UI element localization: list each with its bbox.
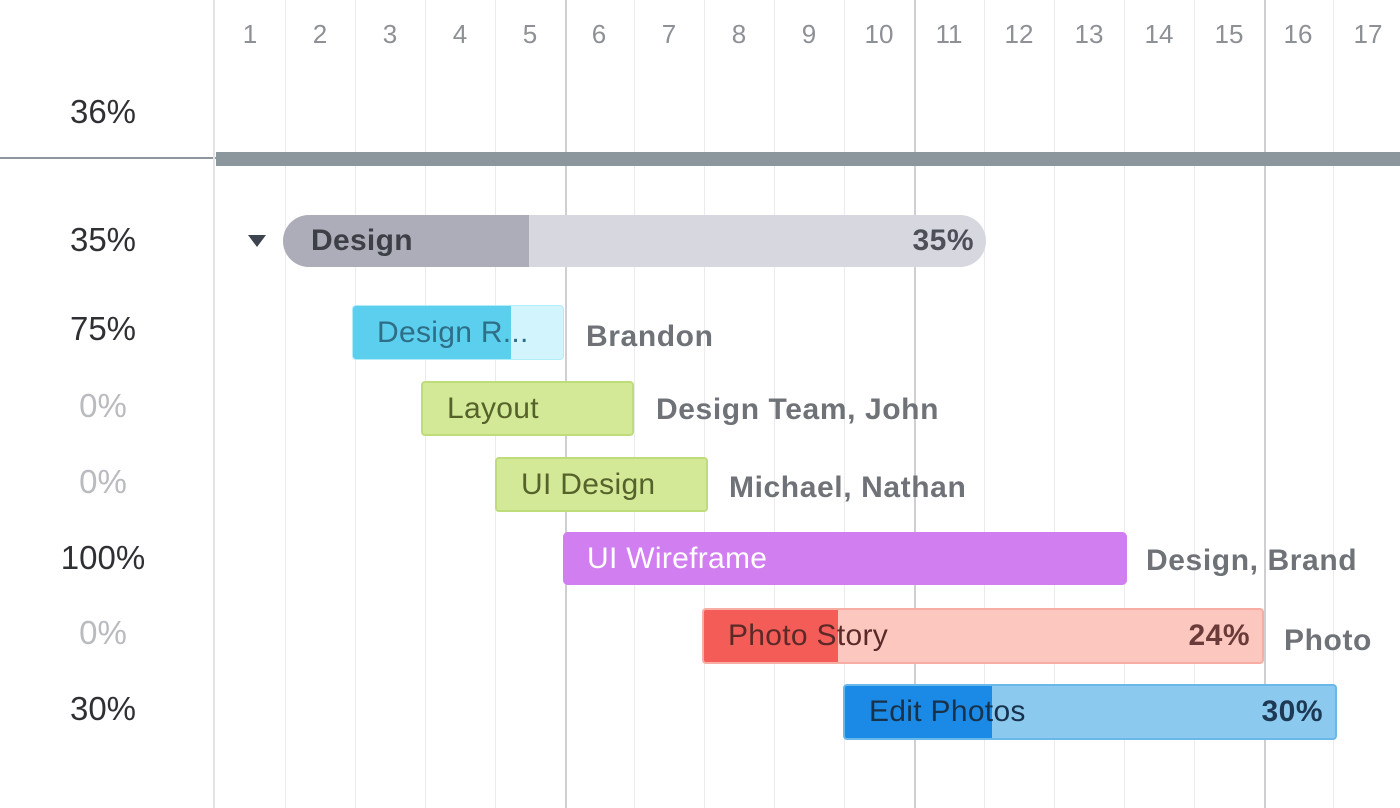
- task-bar-label: Layout: [447, 391, 539, 425]
- task-percent: 100%: [60, 539, 146, 576]
- task-bar-label: UI Wireframe: [587, 541, 768, 575]
- task-assignee: Brandon: [586, 320, 714, 353]
- day-number: 3: [382, 19, 398, 49]
- day-gridline: [355, 0, 356, 808]
- day-gridline: [285, 0, 286, 808]
- task-bar-progress: [845, 686, 992, 738]
- task-percent: 75%: [69, 310, 137, 347]
- day-gridline: [1194, 0, 1195, 808]
- day-number: 11: [935, 19, 963, 49]
- day-number: 10: [864, 19, 894, 49]
- day-number: 5: [522, 19, 538, 49]
- panel-divider: [213, 0, 215, 808]
- task-bar-percent: 30%: [1261, 695, 1323, 728]
- summary-bar[interactable]: [216, 152, 1400, 166]
- task-bar-percent: 24%: [1188, 619, 1250, 652]
- task-percent: 0%: [79, 387, 127, 424]
- day-number: 14: [1144, 19, 1174, 49]
- task-assignee: Design, Brand: [1146, 544, 1358, 577]
- summary-percent: 36%: [69, 93, 137, 130]
- task-bar-label: Edit Photos: [869, 695, 1026, 728]
- day-number: 15: [1214, 19, 1244, 49]
- task-bar[interactable]: Edit Photos 30%: [843, 684, 1337, 740]
- group-percent: 35%: [69, 221, 137, 258]
- triangle-down-icon[interactable]: [248, 235, 266, 247]
- day-number: 9: [801, 19, 817, 49]
- day-number: 17: [1353, 19, 1383, 49]
- task-bar-progress: [353, 306, 511, 359]
- day-number: 6: [591, 19, 607, 49]
- day-gridline: [914, 0, 916, 808]
- day-number: 1: [242, 19, 258, 49]
- task-assignee: Photo: [1284, 624, 1372, 657]
- task-bar[interactable]: UI Design: [495, 457, 708, 512]
- task-bar[interactable]: Layout: [421, 381, 634, 436]
- day-number: 2: [312, 19, 328, 49]
- group-bar-label: Design: [311, 224, 413, 257]
- task-bar[interactable]: Design R...: [352, 305, 564, 360]
- day-number: 7: [661, 19, 677, 49]
- task-bar[interactable]: Photo Story 24%: [702, 608, 1264, 664]
- day-number: 12: [1004, 19, 1034, 49]
- day-gridline: [1054, 0, 1055, 808]
- task-percent: 0%: [79, 614, 127, 651]
- task-percent: 30%: [69, 690, 137, 727]
- task-assignee: Design Team, John: [656, 393, 940, 426]
- task-bar[interactable]: UI Wireframe: [563, 532, 1127, 585]
- task-bar-progress: [563, 532, 1127, 585]
- day-number: 16: [1283, 19, 1313, 49]
- day-number: 4: [452, 19, 468, 49]
- task-bar-label: UI Design: [521, 467, 656, 501]
- day-number: 13: [1074, 19, 1104, 49]
- day-gridline: [844, 0, 845, 808]
- task-bar-label: Photo Story: [728, 619, 889, 652]
- day-gridline: [984, 0, 985, 808]
- day-gridline: [1333, 0, 1334, 808]
- day-gridline: [634, 0, 635, 808]
- day-gridline: [1124, 0, 1125, 808]
- task-assignee: Michael, Nathan: [729, 471, 967, 504]
- left-panel: 36% 35% 75% 0% 0% 100% 0% 30%: [0, 0, 216, 808]
- group-bar-progress: [283, 215, 530, 267]
- group-bar[interactable]: Design 35%: [283, 215, 986, 267]
- day-gridline: [704, 0, 705, 808]
- task-bar-label: Design R...: [377, 315, 529, 349]
- day-number: 8: [731, 19, 747, 49]
- day-gridline: [1264, 0, 1266, 808]
- header-divider: [0, 157, 216, 159]
- day-gridline: [774, 0, 775, 808]
- group-bar-percent: 35%: [912, 224, 974, 257]
- task-percent: 0%: [79, 463, 127, 500]
- task-bar-progress: [704, 610, 838, 662]
